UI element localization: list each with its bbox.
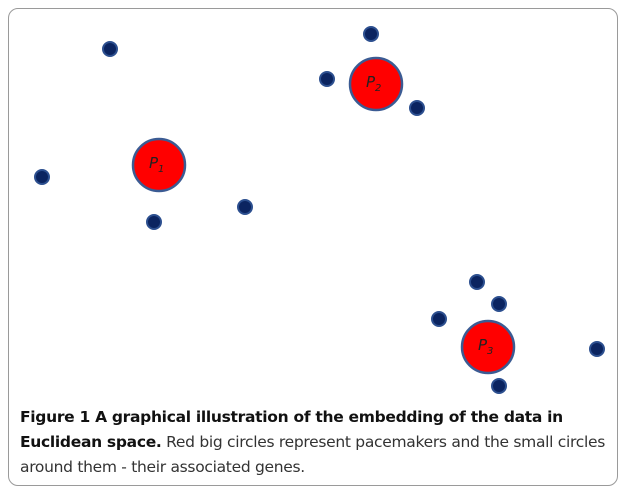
gene-dot bbox=[237, 199, 253, 215]
gene-dot bbox=[102, 41, 118, 57]
gene-dot bbox=[589, 341, 605, 357]
gene-dot bbox=[34, 169, 50, 185]
label-subscript: 2 bbox=[375, 83, 381, 94]
gene-dot bbox=[491, 378, 507, 394]
gene-dot bbox=[319, 71, 335, 87]
gene-dot bbox=[431, 311, 447, 327]
gene-dot bbox=[409, 100, 425, 116]
figure: P1 P2 P3 bbox=[34, 26, 605, 394]
gene-dot bbox=[146, 214, 162, 230]
label-letter: P bbox=[366, 73, 376, 91]
pacemaker-label: P2 bbox=[366, 73, 381, 94]
caption-text: Red big circles represent pacemakers and… bbox=[20, 433, 605, 476]
pacemaker-circle bbox=[131, 137, 187, 193]
caption: Figure 1 A graphical illustration of the… bbox=[20, 405, 618, 480]
pacemaker-circle bbox=[460, 319, 516, 375]
label-subscript: 3 bbox=[487, 346, 493, 357]
figure-frame bbox=[8, 8, 618, 486]
gene-dot bbox=[363, 26, 379, 42]
gene-dot bbox=[491, 296, 507, 312]
gene-dot bbox=[469, 274, 485, 290]
caption-title: Figure 1 A graphical illustration of the… bbox=[20, 408, 563, 451]
pacemaker-label: P1 bbox=[149, 154, 164, 175]
label-letter: P bbox=[149, 154, 159, 172]
label-letter: P bbox=[478, 336, 488, 354]
label-subscript: 1 bbox=[158, 164, 164, 175]
pacemaker-label: P3 bbox=[478, 336, 493, 357]
pacemaker-circle bbox=[348, 56, 404, 112]
